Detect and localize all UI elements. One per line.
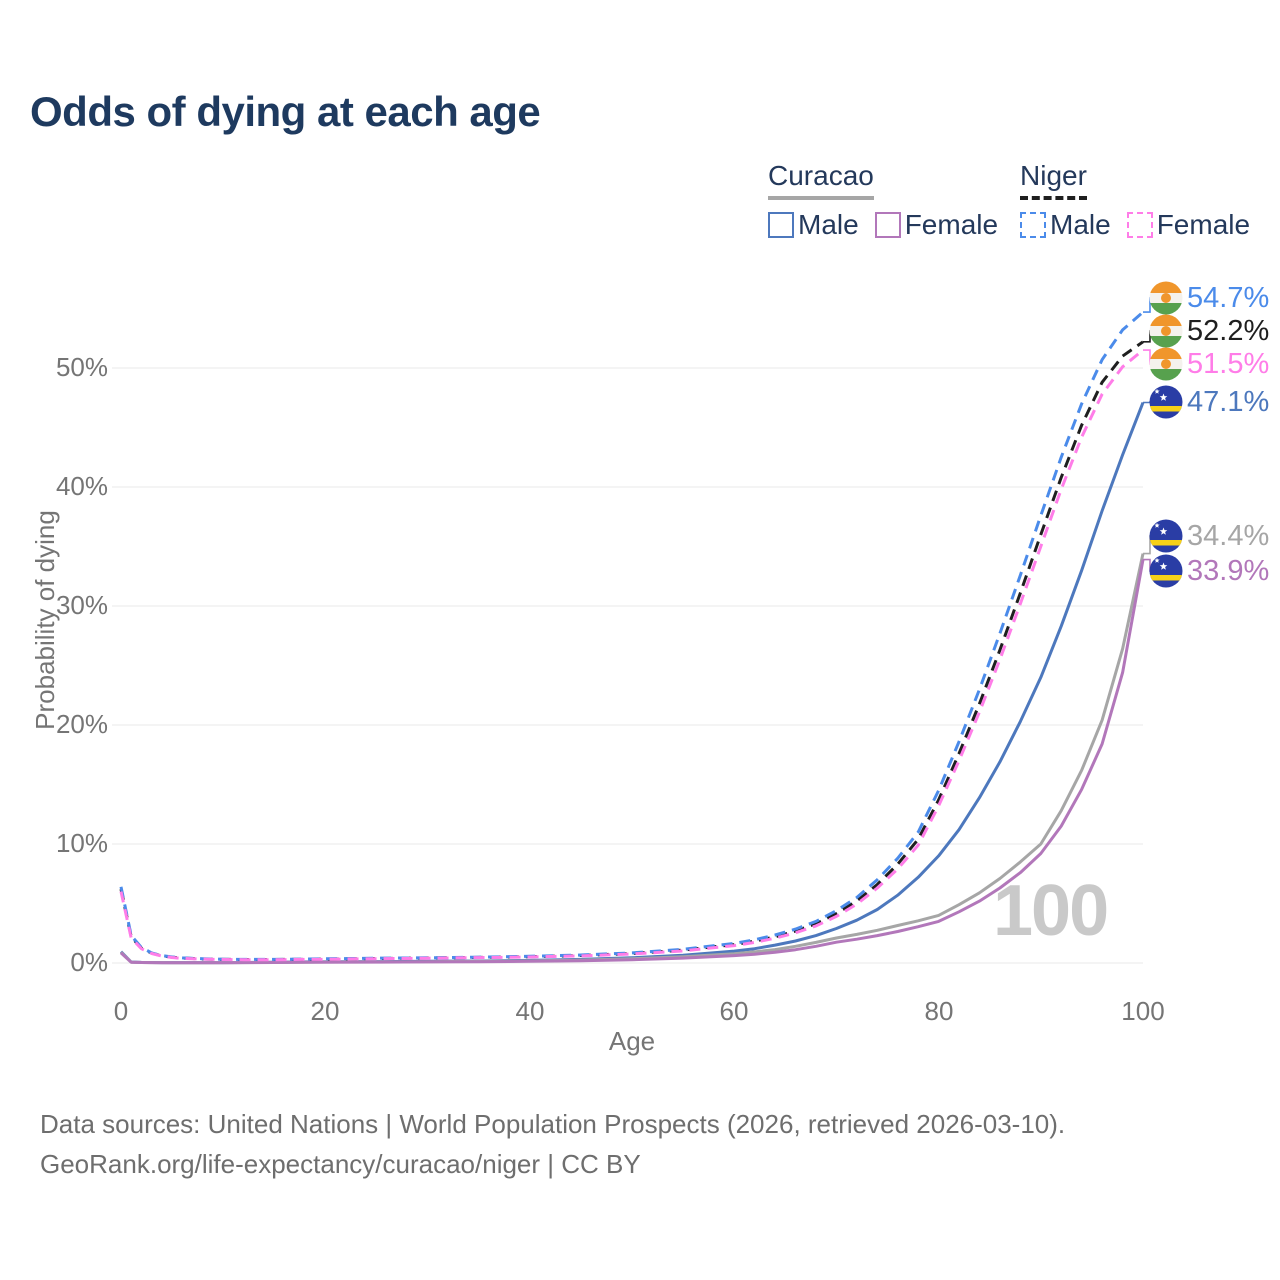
legend-header-curacao[interactable]: Curacao xyxy=(768,160,874,200)
end-label-niger-female: 51.5% xyxy=(1149,347,1269,381)
x-tick-60: 60 xyxy=(719,996,749,1026)
y-tick-50: 50% xyxy=(55,352,108,382)
end-label-curacao-female: 33.9% xyxy=(1149,554,1269,588)
legend-label-curacao-male[interactable]: Male xyxy=(798,209,859,240)
curacao-flag-icon xyxy=(1149,519,1183,553)
legend-swatch-niger-male[interactable] xyxy=(1020,212,1046,238)
x-tick-20: 20 xyxy=(310,996,340,1026)
x-tick-0: 0 xyxy=(113,996,129,1026)
end-value: 52.2% xyxy=(1187,314,1270,347)
data-sources-line: Data sources: United Nations | World Pop… xyxy=(40,1109,1066,1139)
end-label-curacao-both: 34.4% xyxy=(1149,519,1269,553)
y-tick-0: 0% xyxy=(70,947,108,977)
legend-group-niger: Niger Male Female xyxy=(1020,160,1266,241)
end-value: 47.1% xyxy=(1187,385,1270,418)
end-value: 34.4% xyxy=(1187,519,1270,552)
end-label-niger-both: 52.2% xyxy=(1149,314,1269,348)
legend-label-curacao-female[interactable]: Female xyxy=(904,209,999,240)
legend-header-niger[interactable]: Niger xyxy=(1020,160,1087,200)
end-value: 54.7% xyxy=(1187,281,1270,314)
curacao-flag-icon xyxy=(1149,554,1183,588)
legend-label-niger-male[interactable]: Male xyxy=(1050,209,1111,240)
attribution-line: GeoRank.org/life-expectancy/curacao/nige… xyxy=(40,1149,641,1179)
end-value: 33.9% xyxy=(1187,554,1270,587)
x-tick-100: 100 xyxy=(1121,996,1165,1026)
y-tick-40: 40% xyxy=(55,471,108,501)
y-tick-10: 10% xyxy=(55,828,108,858)
y-tick-20: 20% xyxy=(55,709,108,739)
footer: Data sources: United Nations | World Pop… xyxy=(40,1104,1065,1184)
niger-flag-icon xyxy=(1149,281,1183,315)
x-tick-40: 40 xyxy=(515,996,545,1026)
legend-swatch-curacao-female[interactable] xyxy=(874,212,901,238)
x-tick-80: 80 xyxy=(924,996,954,1026)
legend-label-niger-female[interactable]: Female xyxy=(1156,209,1251,240)
page-title: Odds of dying at each age xyxy=(30,88,541,135)
legend-swatch-niger-female[interactable] xyxy=(1126,212,1153,238)
end-value: 51.5% xyxy=(1187,347,1270,380)
niger-flag-icon xyxy=(1149,347,1183,381)
y-tick-30: 30% xyxy=(55,590,108,620)
end-label-niger-male: 54.7% xyxy=(1149,281,1269,315)
watermark-age-100: 100 xyxy=(993,871,1109,951)
niger-flag-icon xyxy=(1149,314,1183,348)
legend-group-curacao: Curacao Male Female xyxy=(768,160,1014,241)
curacao-flag-icon xyxy=(1149,385,1183,419)
end-label-curacao-male: 47.1% xyxy=(1149,385,1269,419)
x-axis-title: Age xyxy=(608,1026,656,1056)
legend-swatch-curacao-male[interactable] xyxy=(768,212,794,238)
